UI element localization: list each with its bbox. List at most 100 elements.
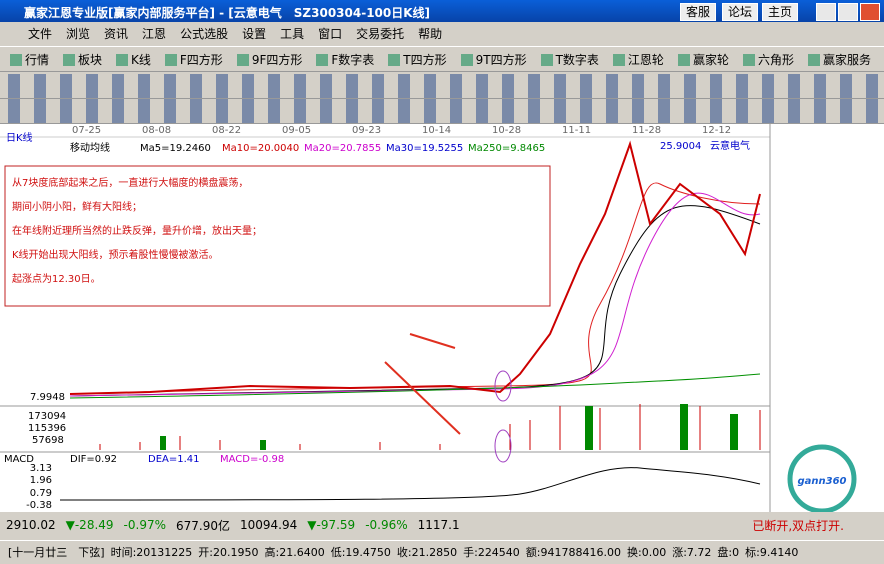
status-item: 开:20.1950 [198,545,259,559]
volume-bars [99,404,761,450]
ma-line [69,182,761,395]
macd-tick: 3.13 [30,463,52,474]
connection-status[interactable]: 已断开,双点打开. [752,518,844,533]
sz-index: 10094.94 [240,518,298,532]
menu-item[interactable]: 资讯 [104,26,129,41]
ma-values: Ma5=19.2460 Ma10=20.0040 Ma20=20.7855 Ma30=… [140,143,545,154]
date-label: 07-25 [72,125,101,136]
toolbar-button[interactable]: 9T四方形 [461,51,527,68]
volume-bars [160,404,738,450]
toolbar-button[interactable]: T数字表 [541,51,599,68]
menu-item[interactable]: 帮助 [418,26,443,41]
toolbar-button[interactable]: K线 [116,51,151,68]
volume-tick: 173094 [28,411,66,422]
macd-line [59,467,761,501]
annotation-line: K线开始出现大阳线，预示着股性慢慢被激活。 [12,248,219,261]
ma-value: Ma250=9.8465 [468,143,545,154]
macd-name: MACD [4,454,34,465]
ma-line [69,373,761,399]
status-item: 换:0.00 [627,545,667,559]
annotation-line: 起涨点为12.30日。 [12,273,101,285]
button[interactable]: 主页 [762,3,799,21]
indicator: 移动均线 [70,141,110,154]
toolbar-button[interactable]: F数字表 [316,51,374,68]
price-label: 7.9948 [30,392,65,403]
toolbar-button[interactable]: 9F四方形 [237,51,303,68]
status-item: 收:21.2850 [396,545,458,559]
sh-index: 2910.02 [6,518,56,532]
menu-item[interactable]: 交易委托 [356,26,405,41]
sz-index: -0.96% [365,518,408,532]
annotation-line: 期间小阴小阳，鲜有大阳线； [12,200,142,213]
menu-item[interactable]: 设置 [242,26,267,41]
chart-area: 日K线 07-25 08-08 08-22 09-05 09-23 10-14 10-28 1… [0,124,884,512]
stock-name: 云意电气 [710,139,750,152]
toolbar-button[interactable]: 行情 [10,51,49,68]
status-item: [十一月廿三 下弦] [8,545,105,559]
sh-index: ▼-28.49 [65,518,114,532]
sh-index: -0.97% [123,518,166,532]
status-item: 额:941788416.00 [525,545,621,559]
toolbar-icons [0,99,884,124]
macd-dif: DIF=0.92 [70,454,117,465]
date-label: 09-23 [352,125,381,136]
annotation-line: 从7块度底部起来之后，一直进行大幅度的横盘震荡， [12,176,248,189]
status-item: 标:9.4140 [745,545,799,559]
macd-tick: 1.96 [30,475,52,486]
toolbar-button[interactable]: T四方形 [388,51,446,68]
menu-item[interactable]: 工具 [280,26,305,41]
toolbar-button[interactable]: 赢家服务 [808,51,871,68]
minimize[interactable] [816,3,836,21]
date-axis: 07-25 08-08 08-22 09-05 09-23 10-14 10-28 11-11… [72,125,731,136]
volume-tick: 57698 [32,435,64,446]
button[interactable]: 客服 [680,3,717,21]
status-item: 时间:20131225 [110,545,193,559]
maximize[interactable] [838,3,858,21]
price-path [69,140,761,395]
period-label: 日K线 [6,131,33,144]
volume-tick: 115396 [28,423,66,434]
date-label: 08-08 [142,125,171,136]
ma-value: Ma30=19.5255 [386,143,463,154]
highlight [494,370,512,402]
window-title: 赢家江恩专业版[赢家内部服务平台] - [云意电气 SZ300304-100日K… [24,6,431,20]
close[interactable] [860,3,880,21]
toolbar-button[interactable]: 江恩轮 [613,51,664,68]
toolbar: 行情 板块 K线 F四方形 9F四方形 F数字表 T四方形 9T四方形 T数字表 江恩轮 赢家轮 六角… [0,46,884,72]
menu-item[interactable]: 江恩 [142,26,167,41]
toolbar-button[interactable]: F四方形 [165,51,223,68]
sh-index: 677.90亿 [176,518,230,533]
status-item: 低:19.4750 [330,545,391,559]
status-bar: [十一月廿三 下弦] 时间:20131225 开:20.1950 高:21.6400 低… [0,540,884,562]
ma-value: Ma10=20.0040 [222,143,299,154]
status-item: 涨:7.72 [672,545,712,559]
toolbar-button[interactable]: 板块 [63,51,102,68]
logo-ring [787,444,857,512]
sz-index: 1117.1 [417,518,460,532]
macd-value: MACD=-0.98 [220,454,284,465]
date-label: 10-28 [492,125,521,136]
date-label: 11-28 [632,125,661,136]
date-label: 10-14 [422,125,451,136]
menu-item[interactable]: 公式选股 [180,26,229,41]
macd-dea: DEA=1.41 [148,454,200,465]
date-label: 11-11 [562,125,591,136]
toolbar-icons [0,74,884,99]
toolbar-button[interactable]: 赢家轮 [678,51,729,68]
high-label: 25.9004 [660,141,701,152]
annotation: 从7块度底部起来之后，一直进行大幅度的横盘震荡， 期间小阴小阳，鲜有大阳线； 在年线… [12,176,262,285]
sz-index: ▼-97.59 [307,518,356,532]
status-item: 盘:0 [717,545,740,559]
highlight [494,429,512,463]
ma-line [69,192,761,397]
ma-value: Ma5=19.2460 [140,143,211,154]
menu-item[interactable]: 文件 [28,26,53,41]
arrow [384,333,461,435]
date-label: 12-12 [702,125,731,136]
menu-item[interactable]: 窗口 [318,26,343,41]
menu-bar: 文件 浏览 资讯 江恩 公式选股 设置 工具 窗口 交易委托 帮助 [0,22,884,44]
button[interactable]: 论坛 [722,3,759,21]
menu-item[interactable]: 浏览 [66,26,91,41]
toolbar-button[interactable]: 六角形 [743,51,794,68]
